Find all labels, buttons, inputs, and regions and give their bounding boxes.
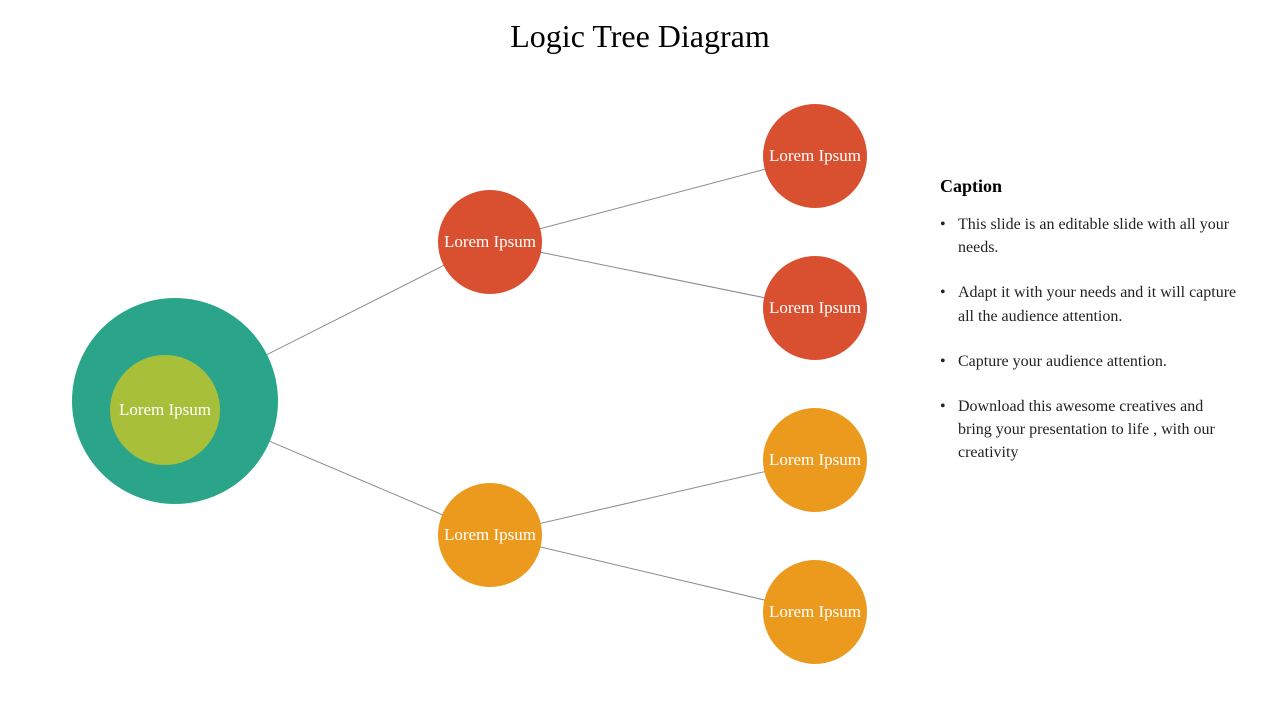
leaf-node-3: Lorem Ipsum (763, 560, 867, 664)
mid-node-1: Lorem Ipsum (438, 483, 542, 587)
root-node-inner: Lorem Ipsum (110, 355, 220, 465)
tree-diagram: Lorem Ipsum Lorem Ipsum Lorem Ipsum Lorem I… (0, 0, 1280, 720)
root-node-inner-label: Lorem Ipsum (119, 399, 211, 420)
mid-node-0: Lorem Ipsum (438, 190, 542, 294)
mid-node-1-label: Lorem Ipsum (444, 524, 536, 545)
leaf-node-0-label: Lorem Ipsum (769, 145, 861, 166)
leaf-node-3-label: Lorem Ipsum (769, 601, 861, 622)
leaf-node-2-label: Lorem Ipsum (769, 449, 861, 470)
mid-node-0-label: Lorem Ipsum (444, 231, 536, 252)
leaf-node-0: Lorem Ipsum (763, 104, 867, 208)
leaf-node-2: Lorem Ipsum (763, 408, 867, 512)
leaf-node-1: Lorem Ipsum (763, 256, 867, 360)
leaf-node-1-label: Lorem Ipsum (769, 297, 861, 318)
